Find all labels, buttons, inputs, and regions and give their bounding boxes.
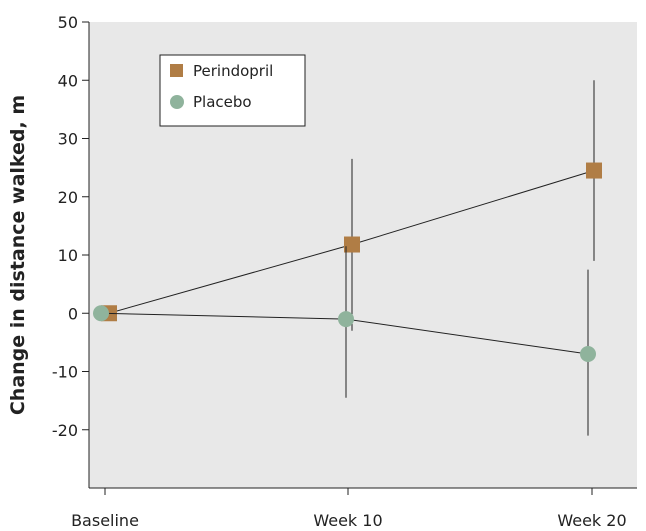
y-axis-ticks: 50 40 30 20 10 0 -10 -20	[52, 13, 89, 440]
x-tick-label: Week 20	[557, 511, 626, 530]
x-tick-label: Week 10	[313, 511, 382, 530]
data-point-perindopril	[344, 236, 360, 253]
data-point-perindopril	[586, 162, 602, 179]
y-tick-label: 0	[68, 304, 78, 323]
y-tick-label: -10	[52, 363, 78, 382]
legend-marker-perindopril	[170, 64, 183, 77]
x-tick-label: Baseline	[71, 511, 139, 530]
legend-marker-placebo	[170, 95, 184, 109]
y-tick-label: 40	[58, 71, 78, 90]
y-axis-label: Change in distance walked, m	[7, 95, 29, 415]
x-axis-ticks: Baseline Week 10 Week 20	[71, 488, 627, 530]
y-tick-label: 50	[58, 13, 78, 32]
y-tick-label: 30	[58, 130, 78, 149]
data-point-placebo	[93, 305, 109, 322]
y-tick-label: -20	[52, 421, 78, 440]
legend-box	[159, 54, 306, 127]
series-layer	[93, 80, 602, 436]
legend-label-perindopril: Perindopril	[193, 62, 273, 80]
legend-label-placebo: Placebo	[193, 93, 252, 111]
data-point-placebo	[580, 346, 596, 363]
data-point-placebo	[338, 311, 354, 328]
y-tick-label: 20	[58, 188, 78, 207]
y-tick-label: 10	[58, 246, 78, 265]
legend: Perindopril Placebo	[159, 54, 306, 127]
